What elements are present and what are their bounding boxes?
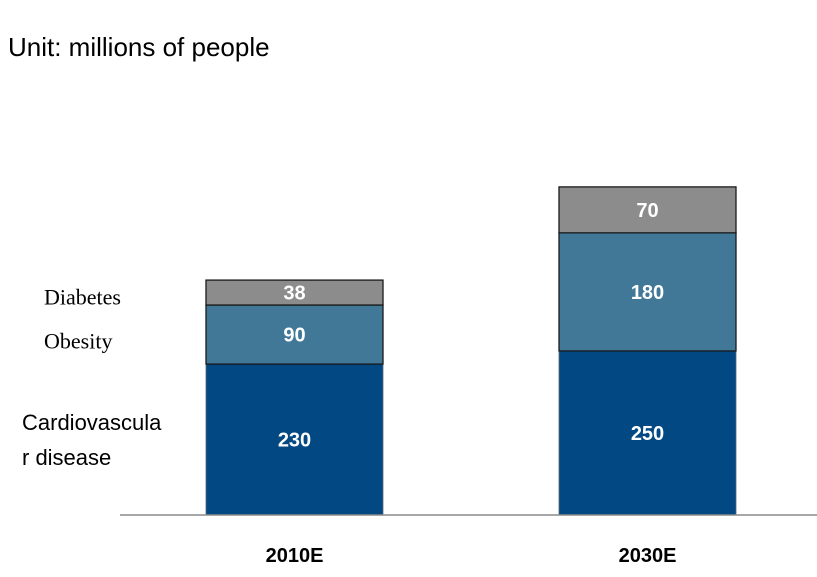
- x-tick-labels-group: 2010E 2030E: [266, 545, 677, 567]
- x-tick-label-2010e: 2010E: [266, 545, 324, 567]
- data-label-cardiovascular-disease-2030e: 250: [631, 423, 664, 445]
- bar-segment-diabetes-2010e: [205, 279, 384, 306]
- bar-segment-obesity-2030e: [558, 232, 737, 352]
- data-label-diabetes-2010e: 38: [283, 283, 305, 305]
- bar-segment-cardiovascular-disease-2030e: [558, 350, 737, 516]
- data-label-diabetes-2030e: 70: [636, 200, 658, 222]
- bars-group: 230 90 38 250 180 70: [205, 186, 737, 516]
- series-label-obesity: Obesity: [44, 329, 112, 354]
- data-label-obesity-2010e: 90: [283, 325, 305, 347]
- bar-segment-obesity-2010e: [205, 304, 384, 365]
- bar-segment-diabetes-2030e: [558, 186, 737, 234]
- x-tick-label-2030e: 2030E: [619, 545, 677, 567]
- data-label-cardiovascular-disease-2010e: 230: [278, 430, 311, 452]
- series-label-cardiovascular-disease-line-2: r disease: [22, 445, 111, 470]
- bar-segment-cardiovascular-disease-2010e: [205, 363, 384, 516]
- unit-label: Unit: millions of people: [8, 32, 270, 62]
- series-label-cardiovascular-disease-line-1: Cardiovascula: [22, 410, 162, 435]
- data-label-obesity-2030e: 180: [631, 282, 664, 304]
- series-label-diabetes: Diabetes: [44, 285, 121, 310]
- series-labels-group: Cardiovascula r disease Obesity Diabetes: [22, 285, 162, 470]
